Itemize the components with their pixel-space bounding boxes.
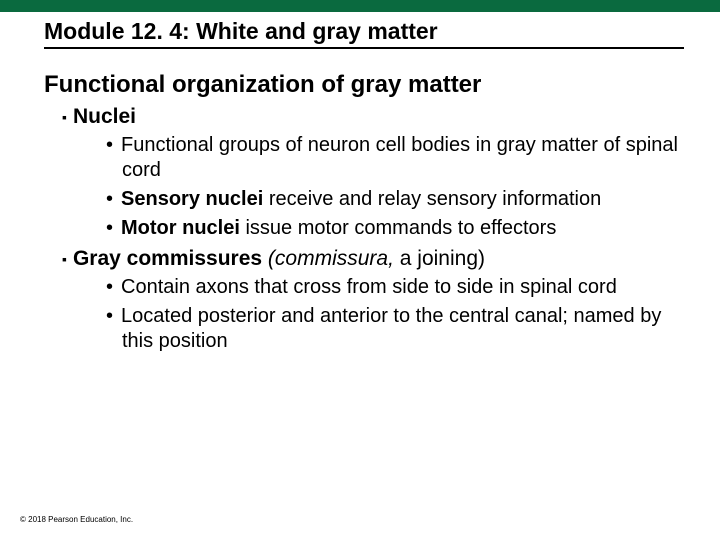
bullet-icon: • [106,188,113,210]
module-title: Module 12. 4: White and gray matter [44,18,720,45]
list-item-label: Nuclei [73,105,136,128]
sub-item-text: Located posterior and anterior to the ce… [121,305,661,352]
list-item-plain: a joining) [394,247,485,270]
sub-item-bold: Sensory nuclei [121,188,263,210]
bullet-icon: • [106,276,113,298]
bullet-icon: • [106,305,113,327]
top-bar [0,0,720,12]
list-item-nuclei: ▪ Nuclei [62,105,720,129]
sub-item-bold: Motor nuclei [121,217,240,239]
sub-item: • Functional groups of neuron cell bodies… [106,133,720,183]
bullet-icon: • [106,217,113,239]
bullet-icon: • [106,134,113,156]
list-item-label: Gray commissures [73,247,262,270]
sub-item-text: receive and relay sensory information [263,188,601,210]
sub-item: • Sensory nuclei receive and relay sensor… [106,187,720,212]
content-list: ▪ Nuclei • Functional groups of neuron cel… [0,105,720,354]
sub-item: • Located posterior and anterior to the c… [106,304,720,354]
square-bullet-icon: ▪ [62,109,67,125]
sub-item: • Motor nuclei issue motor commands to ef… [106,216,720,241]
list-item-italic: (commissura, [268,247,394,270]
sub-item: • Contain axons that cross from side to s… [106,275,720,300]
section-title: Functional organization of gray matter [44,71,720,99]
list-item-gray-commissures: ▪ Gray commissures (commissura, a joining… [62,247,720,271]
sub-item-text: Contain axons that cross from side to si… [121,276,617,298]
sub-item-text: issue motor commands to effectors [240,217,556,239]
sub-item-text: Functional groups of neuron cell bodies … [121,134,678,181]
square-bullet-icon: ▪ [62,251,67,267]
copyright-text: © 2018 Pearson Education, Inc. [20,515,133,524]
title-underline [44,47,684,49]
